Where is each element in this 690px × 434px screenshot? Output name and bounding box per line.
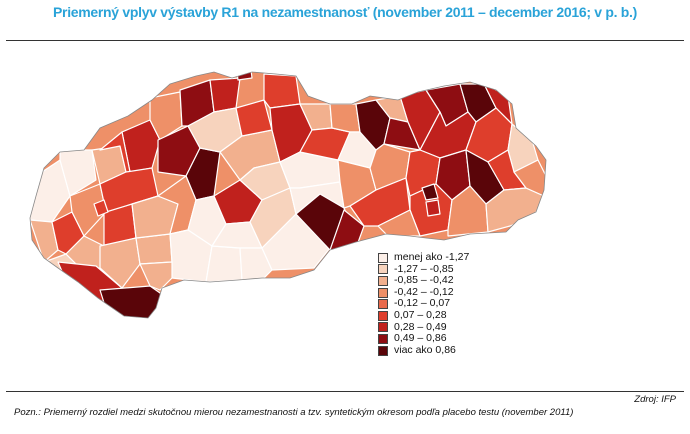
legend-swatch	[378, 322, 388, 333]
district	[377, 209, 421, 237]
district	[149, 91, 183, 141]
district	[209, 77, 241, 113]
legend-swatch	[378, 310, 388, 321]
district	[69, 183, 107, 237]
legend-label: -1,27 – -0,85	[394, 262, 454, 275]
legend-item: 0,07 – 0,28	[378, 308, 469, 322]
legend-item: 0,49 – 0,86	[378, 333, 469, 345]
map-title: Priemerný vplyv výstavby R1 na nezamestn…	[53, 4, 637, 20]
district	[139, 261, 173, 291]
legend-label: viac ako 0,86	[394, 343, 456, 356]
legend-item: viac ako 0,86	[378, 343, 469, 357]
legend-item: 0,28 – 0,49	[378, 320, 469, 334]
legend-swatch	[378, 264, 388, 275]
district	[235, 72, 253, 81]
district	[513, 159, 546, 197]
district	[99, 237, 141, 289]
legend-swatch	[378, 275, 388, 286]
district	[93, 199, 109, 217]
legend-item: -0,42 – -0,12	[378, 285, 469, 299]
legend-label: 0,28 – 0,49	[394, 320, 447, 333]
district	[135, 233, 173, 265]
country-outline	[29, 71, 547, 319]
legend-swatch	[378, 345, 388, 356]
legend-item: -0,85 – -0,42	[378, 275, 469, 287]
legend-label: 0,07 – 0,28	[394, 308, 447, 321]
map-legend: menej ako -1,27 -1,27 – -0,85 -0,85 – -0,4…	[378, 251, 470, 357]
legend-label: menej ako -1,27	[394, 251, 470, 263]
top-divider	[6, 40, 684, 41]
legend-label: -0,85 – -0,42	[394, 274, 454, 287]
district	[329, 103, 361, 133]
legend-swatch	[378, 299, 388, 310]
district	[425, 199, 441, 217]
district	[205, 245, 243, 283]
legend-swatch	[378, 252, 388, 263]
district	[263, 73, 301, 109]
district	[421, 183, 439, 201]
district	[59, 149, 97, 197]
footnote: Pozn.: Priemerný rozdiel medzi skutočnou…	[14, 407, 574, 418]
bottom-divider	[6, 391, 684, 392]
legend-label: -0,42 – -0,12	[394, 285, 454, 298]
legend-label: 0,49 – 0,86	[394, 332, 447, 345]
legend-label: -0,12 – 0,07	[394, 297, 451, 310]
source-note: Zdroj: IFP	[634, 394, 676, 405]
legend-item: -1,27 – -0,85	[378, 262, 469, 276]
legend-item: menej ako -1,27	[378, 251, 470, 264]
legend-swatch	[378, 333, 388, 344]
legend-item: -0,12 – 0,07	[378, 298, 469, 310]
legend-swatch	[378, 287, 388, 298]
